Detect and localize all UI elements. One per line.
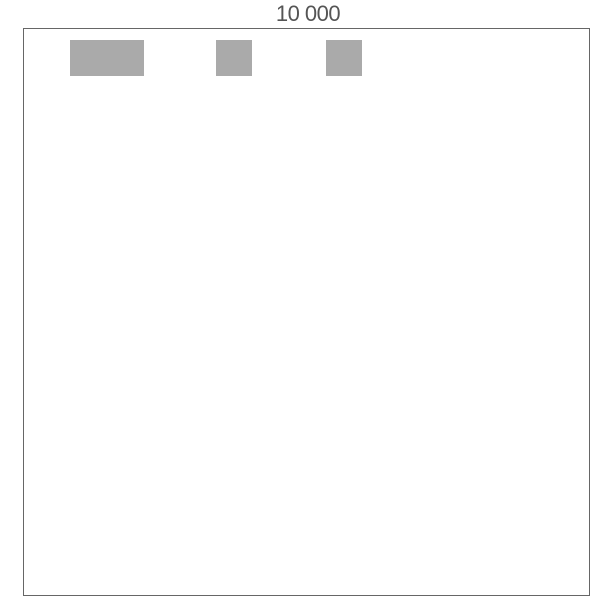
gray-block-square — [216, 40, 252, 76]
canvas-frame — [23, 28, 590, 596]
gray-block-square — [326, 40, 362, 76]
count-title: 10 000 — [275, 1, 341, 26]
gray-block-wide — [70, 40, 144, 76]
